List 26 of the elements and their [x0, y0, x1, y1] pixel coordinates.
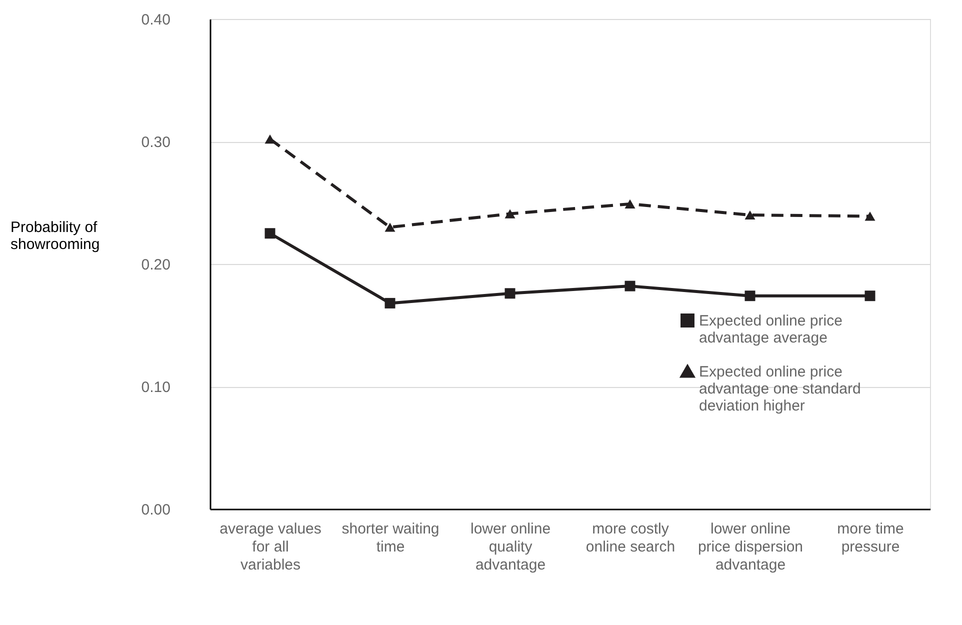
x-tick-label: more time pressure	[837, 520, 904, 556]
y-tick-label: 0.20	[141, 256, 170, 274]
point	[744, 210, 756, 220]
point	[264, 228, 276, 239]
x-tick-label: average values for all variables	[220, 520, 322, 574]
legend-label: Expected online price advantage one standard deviation higher	[699, 364, 861, 414]
y-tick-label: 0.30	[141, 134, 170, 151]
x-tick-label: lower online quality advantage	[470, 520, 551, 574]
point	[504, 209, 516, 218]
x-tick-label: more costly online search	[586, 520, 676, 556]
point	[384, 298, 396, 308]
point	[264, 134, 276, 144]
point	[624, 280, 636, 292]
y-tick-label: 0.10	[141, 379, 170, 396]
legend-label: Expected online price advantage average	[699, 312, 842, 346]
point	[864, 212, 876, 221]
y-tick-label: 0.40	[141, 12, 170, 28]
point	[504, 288, 516, 299]
y-axis-title: Probability of showrooming	[10, 219, 100, 254]
x-tick-label: shorter waiting time	[342, 520, 440, 556]
point	[864, 290, 876, 302]
point	[624, 199, 636, 209]
point	[744, 290, 756, 302]
y-tick-label: 0.00	[141, 502, 170, 518]
x-tick-label: lower online price dispersion advantage	[698, 520, 804, 574]
point	[384, 222, 396, 232]
